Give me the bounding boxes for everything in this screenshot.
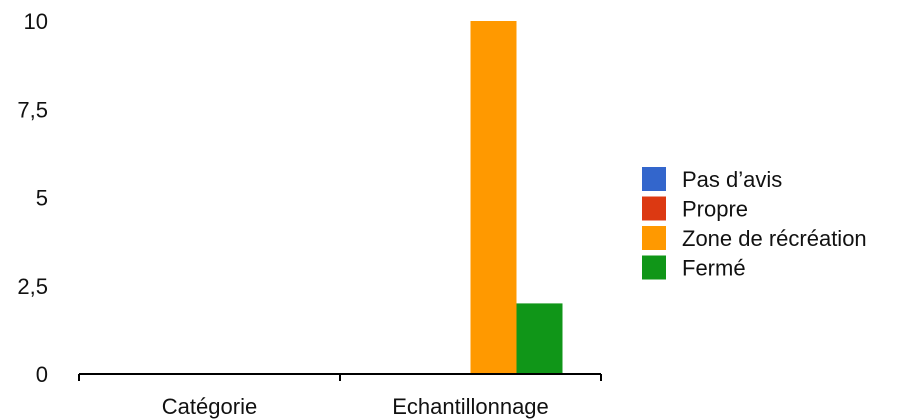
bar-1-2	[470, 21, 517, 374]
bar-1-3	[516, 303, 563, 374]
legend: Pas d’avis Propre Zone de récréation Fermé	[642, 167, 867, 281]
x-tick-label: Catégorie	[162, 394, 257, 419]
y-tick-label: 0	[36, 362, 48, 387]
legend-label: Zone de récréation	[682, 226, 867, 251]
legend-label: Propre	[682, 197, 748, 222]
legend-label: Fermé	[682, 256, 746, 281]
legend-swatch	[642, 255, 666, 280]
legend-swatch	[642, 196, 666, 221]
x-axis: Catégorie Echantillonnage	[78, 373, 602, 419]
x-tick-label: Echantillonnage	[392, 394, 549, 419]
y-tick-label: 10	[24, 9, 48, 34]
y-tick-label: 5	[36, 186, 48, 211]
bars	[470, 21, 563, 374]
legend-swatch	[642, 226, 666, 250]
legend-swatch	[642, 167, 666, 191]
y-tick-label: 2,5	[17, 274, 48, 299]
y-axis-ticks: 0 2,5 5 7,5 10	[17, 9, 48, 387]
y-tick-label: 7,5	[17, 97, 48, 122]
legend-label: Pas d’avis	[682, 167, 782, 192]
